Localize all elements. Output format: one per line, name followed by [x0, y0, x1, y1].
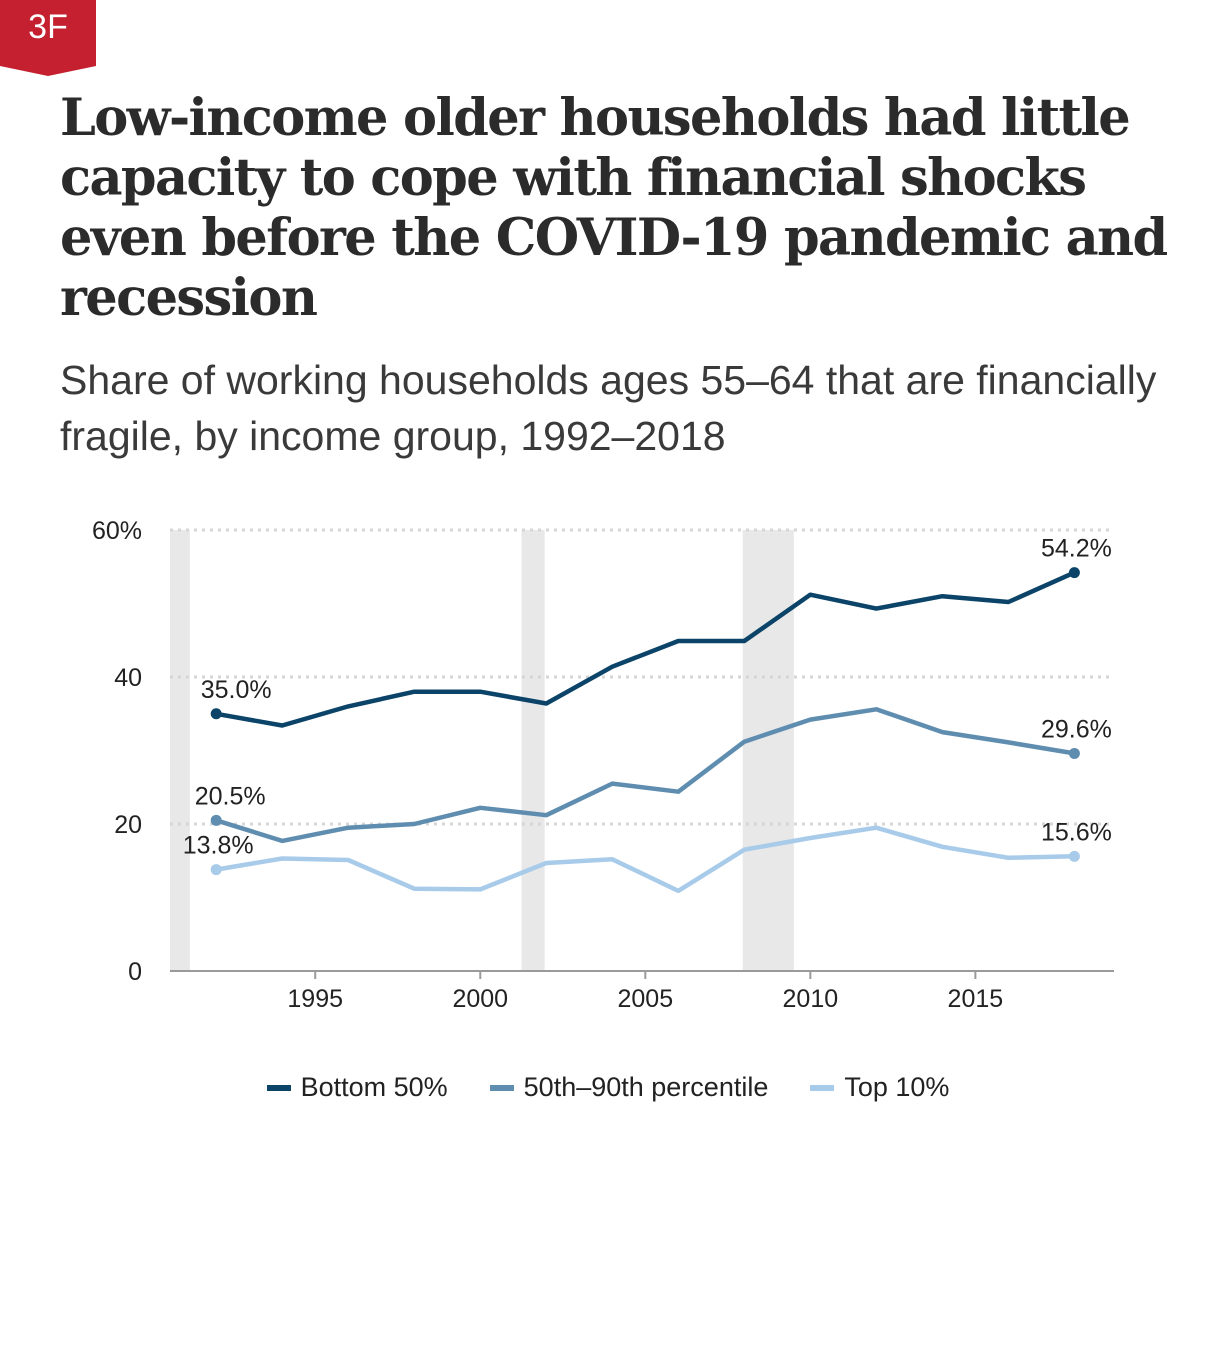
y-tick-label: 0: [128, 958, 142, 986]
legend-label: Bottom 50%: [300, 1072, 448, 1102]
badge-ribbon-icon: [0, 0, 96, 76]
x-tick-label: 2010: [783, 985, 839, 1013]
recession-band: [170, 530, 190, 971]
data-label: 13.8%: [183, 832, 254, 860]
chart-title: Low-income older households had little c…: [60, 88, 1168, 328]
legend-label: 50th–90th percentile: [523, 1072, 769, 1102]
data-label: 54.2%: [1041, 535, 1112, 563]
legend-item-50th-90th: 50th–90th percentile: [489, 1072, 769, 1103]
series-line: [213, 707, 1077, 844]
y-tick-label: 60%: [92, 517, 142, 545]
recession-band: [742, 530, 794, 971]
gridlines: [170, 528, 1114, 826]
endpoint-marker: [1068, 850, 1080, 862]
data-labels: 35.0% 54.2% 20.5% 29.6% 13.8% 15.6%: [183, 535, 1112, 860]
legend-swatch: [266, 1084, 291, 1091]
chart-subtitle: Share of working households ages 55–64 t…: [60, 357, 1157, 459]
series-lines: [210, 567, 1080, 894]
legend-swatch: [810, 1084, 835, 1091]
series-line: [213, 825, 1077, 894]
recession-band: [521, 530, 545, 971]
series-line: [213, 570, 1077, 728]
y-tick-label: 20: [114, 811, 142, 839]
data-label: 15.6%: [1041, 818, 1112, 846]
endpoint-marker: [210, 814, 222, 826]
legend-swatch: [489, 1084, 514, 1091]
endpoint-marker: [1068, 747, 1080, 759]
endpoint-marker: [210, 864, 222, 876]
legend-item-bottom-50: Bottom 50%: [266, 1072, 448, 1103]
x-tick-label: 2005: [617, 985, 673, 1013]
y-axis: 0 20 40 60%: [92, 517, 142, 986]
legend-item-top-10: Top 10%: [810, 1072, 949, 1103]
line-chart: 1995 2000 2005 2010 2015 0 20 40 60% 35.0% 54.2%…: [92, 517, 1114, 1013]
x-tick-label: 2000: [452, 985, 508, 1013]
endpoint-marker: [1068, 567, 1080, 579]
figure-badge: 3F: [0, 0, 96, 85]
badge-label: 3F: [28, 8, 68, 46]
x-axis: 1995 2000 2005 2010 2015: [170, 970, 1114, 1013]
legend: Bottom 50% 50th–90th percentile Top 10%: [0, 1072, 1216, 1103]
x-tick-label: 1995: [287, 985, 343, 1013]
endpoint-marker: [210, 708, 222, 720]
data-label: 20.5%: [195, 782, 266, 810]
y-tick-label: 40: [114, 664, 142, 692]
data-label: 35.0%: [201, 676, 272, 704]
data-label: 29.6%: [1041, 715, 1112, 743]
recession-shading: [170, 530, 794, 971]
x-tick-label: 2015: [948, 985, 1004, 1013]
legend-label: Top 10%: [844, 1072, 950, 1102]
